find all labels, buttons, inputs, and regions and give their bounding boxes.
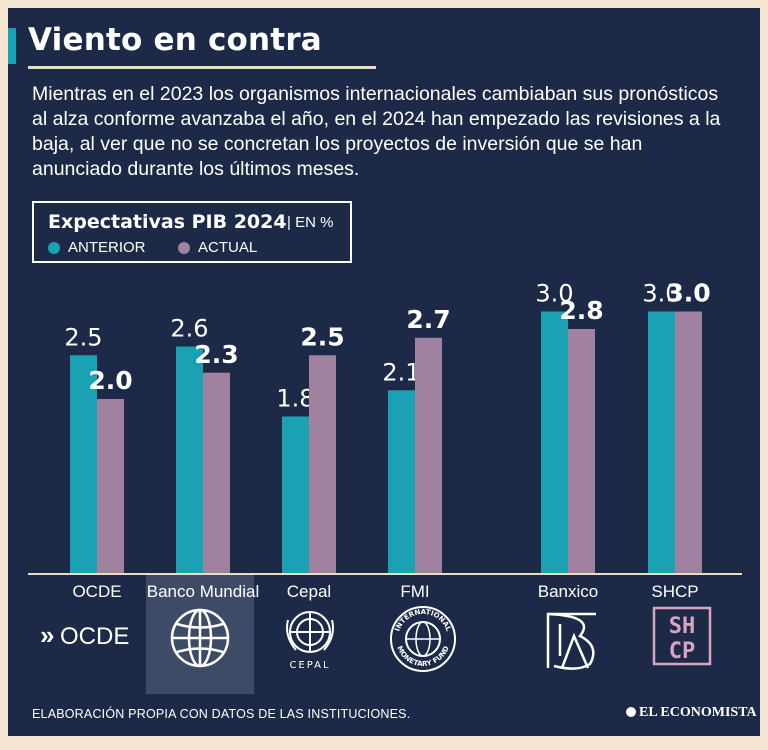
svg-text:CP: CP — [669, 639, 696, 664]
world-bank-logo — [166, 606, 236, 675]
bar-ocde-anterior — [70, 355, 97, 574]
bar-chart: 2.5 2.0 OCDE 2.62.3 Banco Mundial 1.8 2.5 Cepal… — [28, 279, 742, 601]
bar-fmi-anterior — [388, 390, 415, 574]
brand-mark-icon — [626, 707, 636, 717]
ocde-logo: » OCDE — [38, 614, 138, 659]
category-label-banco-mundial: Banco Mundial — [147, 582, 259, 601]
legend-dot-actual — [178, 242, 190, 254]
value-label-ocde-anterior: 2.5 — [64, 323, 102, 351]
value-label-banxico-anterior: 3.0 — [535, 280, 573, 308]
value-label-banco-mundial-anterior: 2.6 — [170, 315, 208, 343]
legend-label-anterior: ANTERIOR — [68, 239, 146, 256]
legend-dot-anterior — [48, 242, 60, 254]
bar-fmi-actual — [415, 337, 442, 574]
category-label-banxico: Banxico — [538, 582, 598, 601]
legend-title: Expectativas PIB 2024 — [48, 211, 287, 233]
intro-paragraph: Mientras en el 2023 los organismos inter… — [32, 83, 721, 180]
value-label-cepal-anterior: 1.8 — [276, 385, 314, 413]
svg-text:CEPAL: CEPAL — [289, 660, 330, 671]
svg-text:OCDE: OCDE — [60, 623, 129, 650]
value-label-fmi-actual: 2.7 — [406, 305, 450, 334]
chart-legend: Expectativas PIB 2024 | EN % ANTERIOR AC… — [32, 201, 352, 263]
bar-banco-mundial-anterior — [176, 346, 203, 574]
bar-cepal-anterior — [282, 416, 309, 574]
svg-text:SH: SH — [669, 614, 696, 639]
category-label-cepal: Cepal — [287, 582, 331, 601]
bar-shcp-anterior — [648, 311, 675, 574]
svg-text:»: » — [40, 620, 54, 650]
bar-ocde-actual — [97, 399, 124, 574]
bar-banxico-actual — [568, 329, 595, 574]
infographic-panel: Viento en contra Mientras en el 2023 los… — [8, 8, 760, 736]
legend-label-actual: ACTUAL — [198, 239, 258, 256]
category-label-shcp: SHCP — [651, 582, 698, 601]
banxico-logo — [540, 606, 606, 677]
title-accent-bar — [8, 28, 16, 64]
value-label-cepal-actual: 2.5 — [300, 322, 344, 351]
value-label-fmi-anterior: 2.1 — [382, 358, 420, 386]
value-label-shcp-anterior: 3.0 — [642, 280, 680, 308]
bar-banco-mundial-actual — [203, 372, 230, 574]
value-label-shcp-actual: 3.0 — [666, 279, 710, 308]
shcp-logo: SH CP — [652, 606, 712, 671]
value-label-banco-mundial-actual: 2.3 — [194, 340, 238, 369]
page-title: Viento en contra — [28, 22, 322, 58]
category-label-ocde: OCDE — [72, 582, 121, 601]
bar-shcp-actual — [675, 311, 702, 574]
cepal-logo: CEPAL — [278, 606, 342, 677]
brand-name: EL ECONOMISTA — [639, 705, 757, 720]
bar-banxico-anterior — [541, 311, 568, 574]
svg-text:INTERNATIONAL: INTERNATIONAL — [393, 608, 452, 633]
value-label-banxico-actual: 2.8 — [559, 296, 603, 325]
source-note: ELABORACIÓN PROPIA CON DATOS DE LAS INST… — [32, 707, 411, 721]
imf-logo: INTERNATIONAL MONETARY FUND — [388, 604, 458, 679]
category-label-fmi: FMI — [400, 582, 429, 601]
bar-cepal-actual — [309, 355, 336, 574]
el-economista-brand: EL ECONOMISTA — [626, 705, 757, 721]
legend-unit: | EN % — [287, 214, 334, 231]
title-underline — [28, 66, 376, 69]
value-label-ocde-actual: 2.0 — [88, 366, 132, 395]
